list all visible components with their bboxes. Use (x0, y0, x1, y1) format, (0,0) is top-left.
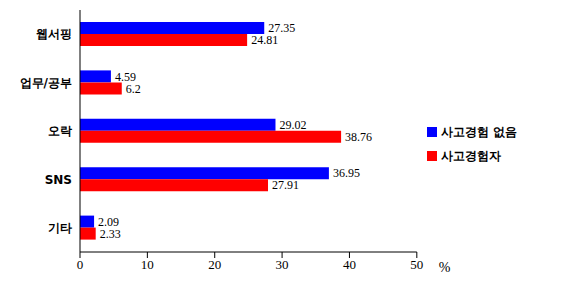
svg-text:20: 20 (208, 257, 221, 272)
svg-text:2.09: 2.09 (98, 214, 120, 229)
svg-text:50: 50 (410, 257, 423, 272)
svg-text:2.33: 2.33 (100, 227, 121, 241)
html-text:사고경험 없음: 사고경험 없음 (440, 124, 517, 139)
svg-text:30: 30 (276, 257, 289, 272)
svg-text:업무/공부: 업무/공부 (20, 76, 72, 90)
svg-text:웹서핑: 웹서핑 (36, 27, 72, 41)
svg-text:36.95: 36.95 (333, 166, 360, 180)
svg-text:4.59: 4.59 (114, 69, 136, 84)
svg-text:6.2: 6.2 (126, 82, 141, 96)
svg-text:29.02: 29.02 (279, 118, 306, 132)
svg-text:오락: 오락 (48, 124, 72, 138)
svg-text:SNS: SNS (45, 173, 72, 187)
svg-text:38.76: 38.76 (345, 130, 372, 144)
svg-text:24.81: 24.81 (251, 33, 278, 47)
svg-text:기타: 기타 (48, 221, 72, 235)
svg-text:10: 10 (141, 257, 154, 272)
svg-text:27.91: 27.91 (272, 178, 299, 192)
svg-text:0: 0 (77, 257, 84, 272)
svg-text:%: % (439, 260, 451, 275)
svg-text:40: 40 (343, 257, 356, 272)
html-text:사고경험자: 사고경험자 (440, 148, 501, 163)
svg-text:27.35: 27.35 (268, 21, 296, 36)
